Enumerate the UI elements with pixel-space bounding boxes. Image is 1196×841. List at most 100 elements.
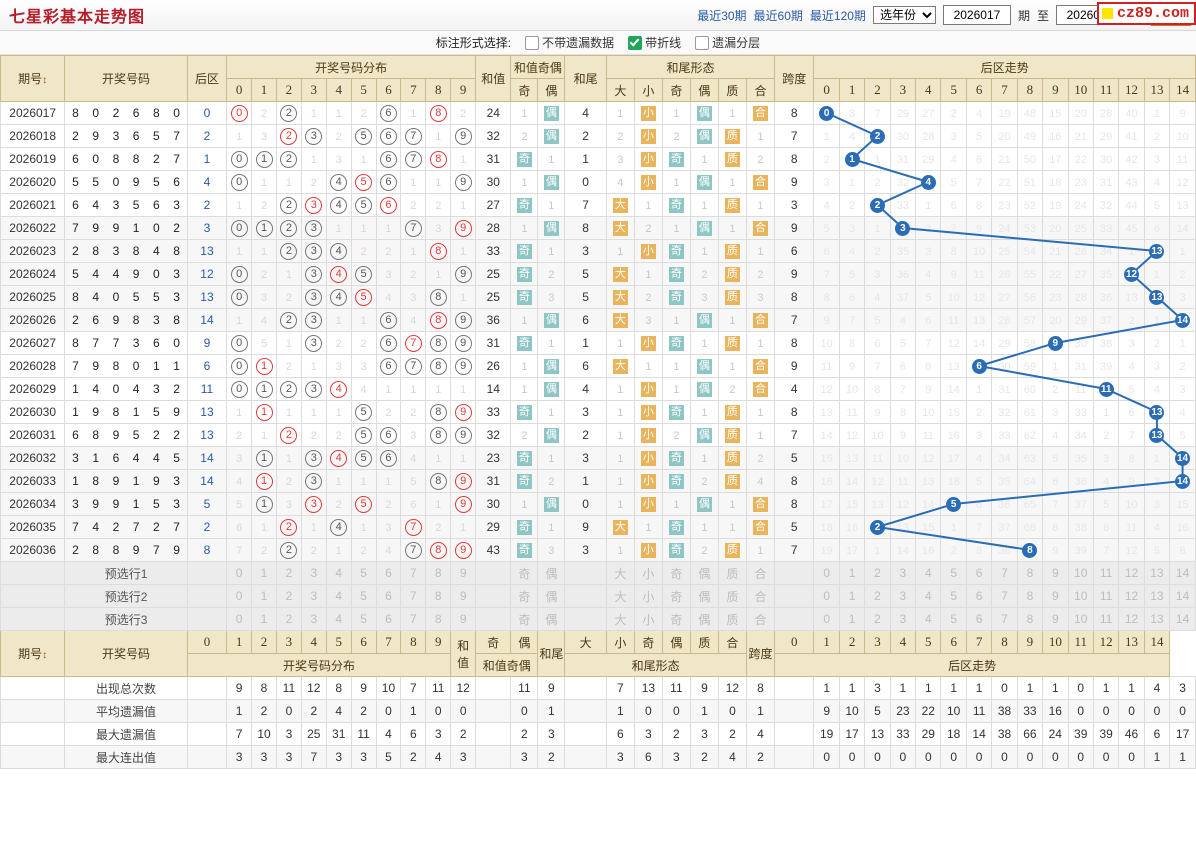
preselect-parity-1[interactable]: 偶 xyxy=(537,584,566,608)
preselect-digit-5[interactable]: 5 xyxy=(350,607,377,631)
preselect-digit-7[interactable]: 7 xyxy=(400,607,427,631)
preselect-parity-0[interactable]: 奇 xyxy=(510,584,539,608)
link-recent-120[interactable]: 最近120期 xyxy=(809,8,866,23)
preselect-label-cell[interactable]: 预选行1 xyxy=(64,561,188,585)
preselect-backdigit-3[interactable]: 3 xyxy=(889,561,917,585)
preselect-blank-issue[interactable] xyxy=(0,584,66,608)
preselect-backdigit-5[interactable]: 5 xyxy=(940,584,967,608)
preselect-backdigit-4[interactable]: 4 xyxy=(915,607,942,631)
preselect-form-4[interactable]: 质 xyxy=(717,561,747,585)
issue-cell[interactable]: 2026019 xyxy=(0,147,66,171)
issue-cell[interactable]: 2026034 xyxy=(0,492,66,516)
preselect-form-1[interactable]: 小 xyxy=(633,607,663,631)
preselect-digit-7[interactable]: 7 xyxy=(400,561,427,585)
issue-cell[interactable]: 2026022 xyxy=(0,216,66,240)
preselect-label-cell[interactable]: 预选行3 xyxy=(64,607,188,631)
issue-cell[interactable]: 2026026 xyxy=(0,308,66,332)
preselect-digit-2[interactable]: 2 xyxy=(275,561,302,585)
table-row[interactable]: 2026028 7 9 8 0 1 1 6 0 1 2 1 3 3 6 7 8 9 26 1 偶 6 大 1 1 偶 1 合 9 11 9 7… xyxy=(0,354,1196,378)
preselect-backdigit-11[interactable]: 11 xyxy=(1092,607,1120,631)
table-row[interactable]: 2026031 6 8 9 5 2 2 13 2 1 2 2 2 5 6 3 8 9 32 2 偶 2 1 小 2 偶质 1 7 14 1… xyxy=(0,423,1196,447)
table-row[interactable]: 2026019 6 0 8 8 2 7 1 0 1 2 1 3 1 6 7 8 1 31 奇 1 1 3 小奇 1 质 2 8 2 1 1 3… xyxy=(0,147,1196,171)
preselect-form-0[interactable]: 大 xyxy=(605,584,635,608)
preselect-backdigit-1[interactable]: 1 xyxy=(838,607,866,631)
preselect-digit-9[interactable]: 9 xyxy=(450,584,477,608)
preselect-label-cell[interactable]: 预选行2 xyxy=(64,584,188,608)
preselect-backdigit-14[interactable]: 14 xyxy=(1169,584,1196,608)
preselect-backdigit-6[interactable]: 6 xyxy=(965,584,993,608)
issue-cell[interactable]: 2026036 xyxy=(0,538,66,562)
preselect-parity-0[interactable]: 奇 xyxy=(510,607,539,631)
preselect-backdigit-1[interactable]: 1 xyxy=(838,584,866,608)
preselect-backdigit-7[interactable]: 7 xyxy=(991,584,1018,608)
preselect-backdigit-0[interactable]: 0 xyxy=(813,607,840,631)
table-row[interactable]: 2026029 1 4 0 4 3 2 11 0 1 2 3 4 4 1 1 1 1 14 1 偶 4 1 小 1 偶 2 合 4 12 1… xyxy=(0,377,1196,401)
preselect-backdigit-14[interactable]: 14 xyxy=(1169,607,1196,631)
preselect-digit-4[interactable]: 4 xyxy=(325,561,352,585)
table-row[interactable]: 2026025 8 4 0 5 5 3 13 0 3 2 3 4 5 4 3 8 1 25 奇 3 5 大 2 奇 3 质 3 8 8 6 4… xyxy=(0,285,1196,309)
issue-cell[interactable]: 2026018 xyxy=(0,124,66,148)
issue-cell[interactable]: 2026029 xyxy=(0,377,66,401)
preselect-backdigit-10[interactable]: 10 xyxy=(1067,607,1094,631)
preselect-digit-4[interactable]: 4 xyxy=(325,584,352,608)
preselect-backdigit-10[interactable]: 10 xyxy=(1067,584,1094,608)
table-row[interactable]: 2026018 2 9 3 6 5 7 2 1 3 2 3 2 5 6 7 1 9 32 2 偶 2 2 小 2 偶质 1 7 1 4 2 3… xyxy=(0,124,1196,148)
preselect-digit-9[interactable]: 9 xyxy=(450,561,477,585)
preselect-form-5[interactable]: 合 xyxy=(745,607,776,631)
preselect-digit-5[interactable]: 5 xyxy=(350,584,377,608)
preselect-row[interactable]: 预选行2 0 1 2 3 4 5 6 7 8 9 奇偶大小奇偶质合 0 1 2 3 4 5 6 7 8 9 10 11 12 13… xyxy=(0,584,1196,608)
preselect-backdigit-2[interactable]: 2 xyxy=(864,561,891,585)
issue-cell[interactable]: 2026024 xyxy=(0,262,66,286)
option-miss-layer[interactable]: 遗漏分层 xyxy=(695,34,760,51)
preselect-digit-8[interactable]: 8 xyxy=(425,584,452,608)
preselect-digit-0[interactable]: 0 xyxy=(226,584,253,608)
preselect-digit-6[interactable]: 6 xyxy=(375,584,402,608)
preselect-blank-sum[interactable] xyxy=(475,607,512,631)
preselect-digit-1[interactable]: 1 xyxy=(251,584,277,608)
issue-cell[interactable]: 2026021 xyxy=(0,193,66,217)
preselect-backdigit-10[interactable]: 10 xyxy=(1067,561,1094,585)
preselect-form-1[interactable]: 小 xyxy=(633,561,663,585)
issue-cell[interactable]: 2026033 xyxy=(0,469,66,493)
preselect-form-3[interactable]: 偶 xyxy=(689,584,719,608)
preselect-blank-span[interactable] xyxy=(774,561,815,585)
preselect-digit-4[interactable]: 4 xyxy=(325,607,352,631)
preselect-digit-3[interactable]: 3 xyxy=(300,607,327,631)
preselect-parity-1[interactable]: 偶 xyxy=(537,607,566,631)
preselect-form-4[interactable]: 质 xyxy=(717,584,747,608)
table-row[interactable]: 2026035 7 4 2 7 2 7 2 6 1 2 1 4 1 3 7 2 1 29 奇 1 9 大 1 奇 1 1 合 5 18 16… xyxy=(0,515,1196,539)
table-row[interactable]: 2026021 6 4 3 5 6 3 2 1 2 2 3 4 5 6 2 2 1 27 奇 1 7 大 1 奇 1 质 1 3 4 2 2 3… xyxy=(0,193,1196,217)
preselect-form-2[interactable]: 奇 xyxy=(661,561,691,585)
preselect-backdigit-13[interactable]: 13 xyxy=(1143,584,1171,608)
table-row[interactable]: 2026030 1 9 8 1 5 9 13 1 1 1 1 1 5 2 2 8 9 33 奇 1 3 1 小奇 1 质 1 8 13 1… xyxy=(0,400,1196,424)
preselect-form-3[interactable]: 偶 xyxy=(689,607,719,631)
preselect-blank-sum[interactable] xyxy=(475,561,512,585)
preselect-digit-0[interactable]: 0 xyxy=(226,607,253,631)
preselect-blank-span[interactable] xyxy=(774,584,815,608)
preselect-backdigit-8[interactable]: 8 xyxy=(1016,561,1044,585)
preselect-digit-2[interactable]: 2 xyxy=(275,607,302,631)
preselect-backdigit-6[interactable]: 6 xyxy=(965,561,993,585)
preselect-digit-3[interactable]: 3 xyxy=(300,584,327,608)
checkbox-miss-layer[interactable] xyxy=(695,35,710,50)
preselect-digit-3[interactable]: 3 xyxy=(300,561,327,585)
preselect-form-4[interactable]: 质 xyxy=(717,607,747,631)
preselect-blank-back[interactable] xyxy=(186,607,228,631)
table-row[interactable]: 2026020 5 5 0 9 5 6 4 0 1 1 2 4 5 6 1 1 9 30 1 偶 0 4 小 1 偶 1 合 9 3 1 2 3… xyxy=(0,170,1196,194)
preselect-parity-1[interactable]: 偶 xyxy=(537,561,566,585)
table-row[interactable]: 2026032 3 1 6 4 4 5 14 3 1 1 3 4 5 6 4 1 1 23 奇 1 3 1 小奇 1 质 2 5 15 1… xyxy=(0,446,1196,470)
start-issue-input[interactable] xyxy=(942,5,1011,25)
preselect-blank-tail[interactable] xyxy=(564,584,607,608)
preselect-row[interactable]: 预选行1 0 1 2 3 4 5 6 7 8 9 奇偶大小奇偶质合 0 1 2 3 4 5 6 7 8 9 10 11 12 13… xyxy=(0,561,1196,585)
preselect-blank-sum[interactable] xyxy=(475,584,512,608)
preselect-form-5[interactable]: 合 xyxy=(745,584,776,608)
preselect-backdigit-7[interactable]: 7 xyxy=(991,607,1018,631)
preselect-blank-tail[interactable] xyxy=(564,561,607,585)
preselect-parity-0[interactable]: 奇 xyxy=(510,561,539,585)
preselect-backdigit-11[interactable]: 11 xyxy=(1092,561,1120,585)
preselect-row[interactable]: 预选行3 0 1 2 3 4 5 6 7 8 9 奇偶大小奇偶质合 0 1 2 3 4 5 6 7 8 9 10 11 12 13… xyxy=(0,607,1196,631)
preselect-blank-issue[interactable] xyxy=(0,607,66,631)
issue-cell[interactable]: 2026027 xyxy=(0,331,66,355)
preselect-backdigit-9[interactable]: 9 xyxy=(1042,561,1069,585)
preselect-backdigit-4[interactable]: 4 xyxy=(915,584,942,608)
